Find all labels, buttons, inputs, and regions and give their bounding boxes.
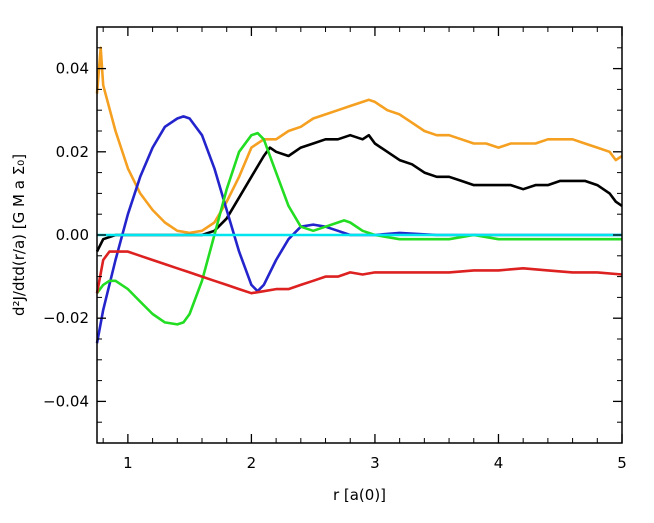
series-line-5 xyxy=(95,250,623,295)
y-tick-label: 0.00 xyxy=(56,226,89,244)
y-tick-label: 0.02 xyxy=(56,143,89,161)
x-tick-label: 5 xyxy=(617,454,627,472)
series-line-1 xyxy=(95,46,623,235)
y-tick-label: 0.04 xyxy=(56,60,89,78)
x-tick-label: 1 xyxy=(123,454,133,472)
y-axis-label: d²J/dtd(r/a) [G M a Σ₀] xyxy=(10,154,28,316)
series-line-4 xyxy=(95,131,622,326)
x-axis-label: r [a(0)] xyxy=(333,486,386,504)
y-tick-label: −0.02 xyxy=(43,309,89,327)
series-layer xyxy=(95,46,623,344)
ticks-layer: 1 2 3 4 5 −0.04 −0.02 0.00 0.02 0.04 xyxy=(43,27,627,472)
x-tick-label: 3 xyxy=(370,454,380,472)
x-tick-label: 4 xyxy=(494,454,504,472)
x-tick-label: 2 xyxy=(247,454,257,472)
y-tick-label: −0.04 xyxy=(43,392,89,410)
